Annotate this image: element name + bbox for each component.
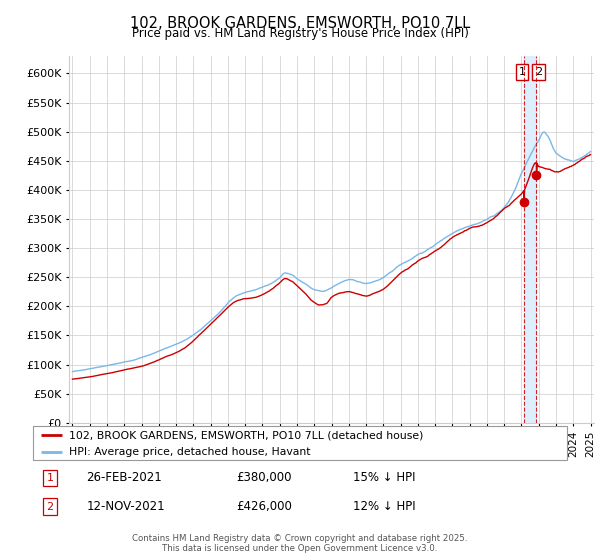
Text: 26-FEB-2021: 26-FEB-2021 <box>86 472 162 484</box>
Text: 12% ↓ HPI: 12% ↓ HPI <box>353 500 416 513</box>
Text: Price paid vs. HM Land Registry's House Price Index (HPI): Price paid vs. HM Land Registry's House … <box>131 27 469 40</box>
FancyBboxPatch shape <box>33 426 567 460</box>
Text: £426,000: £426,000 <box>236 500 292 513</box>
Text: 1: 1 <box>518 67 526 77</box>
Text: 102, BROOK GARDENS, EMSWORTH, PO10 7LL (detached house): 102, BROOK GARDENS, EMSWORTH, PO10 7LL (… <box>70 430 424 440</box>
Text: HPI: Average price, detached house, Havant: HPI: Average price, detached house, Hava… <box>70 447 311 456</box>
Text: 12-NOV-2021: 12-NOV-2021 <box>86 500 165 513</box>
Text: 2: 2 <box>535 67 542 77</box>
Text: Contains HM Land Registry data © Crown copyright and database right 2025.
This d: Contains HM Land Registry data © Crown c… <box>132 534 468 553</box>
Text: 102, BROOK GARDENS, EMSWORTH, PO10 7LL: 102, BROOK GARDENS, EMSWORTH, PO10 7LL <box>130 16 470 31</box>
Bar <box>524 56 536 423</box>
Text: 2: 2 <box>47 502 53 511</box>
Text: 1: 1 <box>47 473 53 483</box>
Text: £380,000: £380,000 <box>236 472 292 484</box>
Text: 15% ↓ HPI: 15% ↓ HPI <box>353 472 416 484</box>
